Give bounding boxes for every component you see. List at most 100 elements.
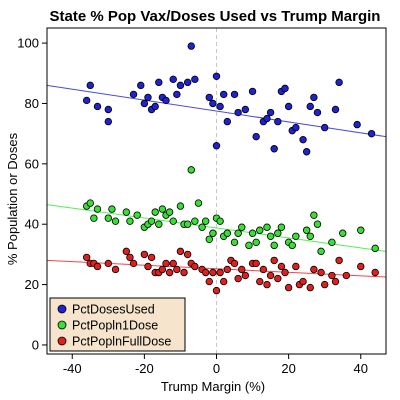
point-pctpopln1dose — [292, 232, 300, 240]
point-pctpoplnfulldose — [158, 265, 167, 274]
point-pctpopln1dose — [256, 226, 264, 234]
point-pctpoplnfulldose — [320, 280, 329, 289]
point-pctdosesused — [144, 93, 152, 102]
point-pctpopln1dose — [223, 229, 232, 237]
point-pctpopln1dose — [263, 223, 271, 231]
point-pctpopln1dose — [191, 217, 199, 225]
point-pctpopln1dose — [245, 241, 253, 250]
x-tick-label: 0 — [213, 361, 220, 376]
point-pctpoplnfulldose — [201, 268, 210, 277]
point-pctpopln1dose — [371, 244, 379, 253]
point-pctpopln1dose — [317, 247, 325, 256]
point-pctpopln1dose — [126, 217, 134, 225]
point-pctpoplnfulldose — [292, 262, 300, 271]
y-tick-label: 0 — [32, 337, 39, 352]
legend-marker-pctdosesused — [57, 304, 67, 314]
point-pctpopln1dose — [288, 241, 296, 250]
point-pctpoplnfulldose — [147, 253, 156, 262]
point-pctdosesused — [104, 105, 113, 114]
point-pctdosesused — [137, 81, 145, 90]
point-pctdosesused — [284, 102, 293, 111]
point-pctpopln1dose — [151, 208, 159, 216]
point-pctpopln1dose — [216, 217, 224, 225]
point-pctpopln1dose — [234, 229, 242, 237]
legend-label-pctdosesused: PctDosesUsed — [72, 303, 155, 317]
legend: PctDosesUsed PctPopln1Dose PctPoplnFullDos… — [49, 297, 186, 352]
point-pctpoplnfulldose — [129, 259, 138, 268]
point-pctdosesused — [367, 129, 376, 138]
point-pctpoplnfulldose — [281, 268, 289, 277]
point-pctpoplnfulldose — [259, 265, 268, 274]
point-pctpopln1dose — [313, 220, 322, 228]
point-pctpoplnfulldose — [144, 262, 152, 271]
point-pctpoplnfulldose — [371, 268, 379, 277]
point-pctpopln1dose — [310, 211, 318, 219]
legend-label-pctpopln1dose: PctPopln1Dose — [72, 319, 158, 333]
point-pctdosesused — [266, 108, 275, 117]
point-pctpopln1dose — [90, 214, 98, 222]
point-pctdosesused — [292, 123, 300, 132]
point-pctpopln1dose — [328, 238, 336, 247]
point-pctdosesused — [129, 90, 138, 99]
point-pctpoplnfulldose — [335, 256, 343, 265]
x-tick-label: 40 — [354, 361, 368, 376]
point-pctdosesused — [248, 87, 257, 96]
point-pctdosesused — [151, 102, 159, 111]
point-pctpopln1dose — [183, 220, 192, 228]
point-pctpoplnfulldose — [216, 268, 224, 277]
point-pctpoplnfulldose — [317, 268, 325, 277]
point-pctpopln1dose — [122, 208, 131, 216]
point-pctpopln1dose — [252, 238, 260, 247]
point-pctpoplnfulldose — [230, 259, 239, 268]
point-pctpopln1dose — [86, 199, 94, 207]
point-pctpoplnfulldose — [93, 262, 102, 271]
point-pctpopln1dose — [270, 241, 278, 250]
point-pctdosesused — [104, 117, 113, 126]
point-pctdosesused — [176, 81, 185, 90]
point-pctpoplnfulldose — [162, 259, 170, 268]
point-pctdosesused — [82, 96, 91, 105]
point-pctpoplnfulldose — [342, 271, 351, 280]
point-pctpoplnfulldose — [173, 265, 181, 274]
point-pctdosesused — [299, 135, 307, 144]
point-pctpopln1dose — [155, 220, 163, 228]
point-pctpopln1dose — [339, 229, 347, 237]
point-pctdosesused — [320, 123, 329, 132]
point-pctpoplnfulldose — [191, 262, 199, 271]
point-pctdosesused — [191, 75, 199, 84]
point-pctpoplnfulldose — [266, 271, 275, 280]
point-pctdosesused — [241, 105, 250, 114]
point-pctdosesused — [209, 99, 217, 108]
point-pctpopln1dose — [306, 232, 314, 240]
point-pctpopln1dose — [302, 226, 311, 234]
point-pctpopln1dose — [357, 226, 365, 234]
point-pctpoplnfulldose — [241, 271, 250, 280]
point-pctpopln1dose — [93, 205, 102, 213]
y-tick-label: 60 — [25, 156, 39, 171]
point-pctpoplnfulldose — [256, 277, 264, 286]
point-pctdosesused — [230, 90, 239, 99]
point-pctdosesused — [216, 102, 224, 111]
point-pctpoplnfulldose — [234, 274, 242, 283]
point-pctpoplnfulldose — [284, 283, 293, 292]
point-pctdosesused — [302, 148, 311, 156]
point-pctpoplnfulldose — [306, 283, 314, 292]
point-pctdosesused — [274, 117, 282, 126]
plot-area: -40 -20 0 20 40 0 20 40 60 80 100 — [17, 27, 387, 376]
point-pctdosesused — [205, 93, 213, 102]
point-pctpopln1dose — [111, 217, 120, 225]
point-pctdosesused — [263, 114, 271, 123]
point-pctdosesused — [220, 90, 228, 99]
point-pctdosesused — [310, 93, 318, 102]
point-pctpopln1dose — [230, 238, 239, 247]
point-pctpoplnfulldose — [357, 262, 365, 271]
legend-marker-pctpopln1dose — [57, 320, 67, 330]
point-pctpopln1dose — [194, 199, 203, 207]
point-pctdosesused — [86, 81, 94, 90]
point-pctpoplnfulldose — [180, 268, 188, 277]
point-pctdosesused — [162, 96, 170, 105]
point-pctdosesused — [93, 102, 102, 111]
legend-label-pctpoplnfulldose: PctPoplnFullDose — [72, 335, 171, 349]
point-pctpoplnfulldose — [165, 268, 174, 277]
